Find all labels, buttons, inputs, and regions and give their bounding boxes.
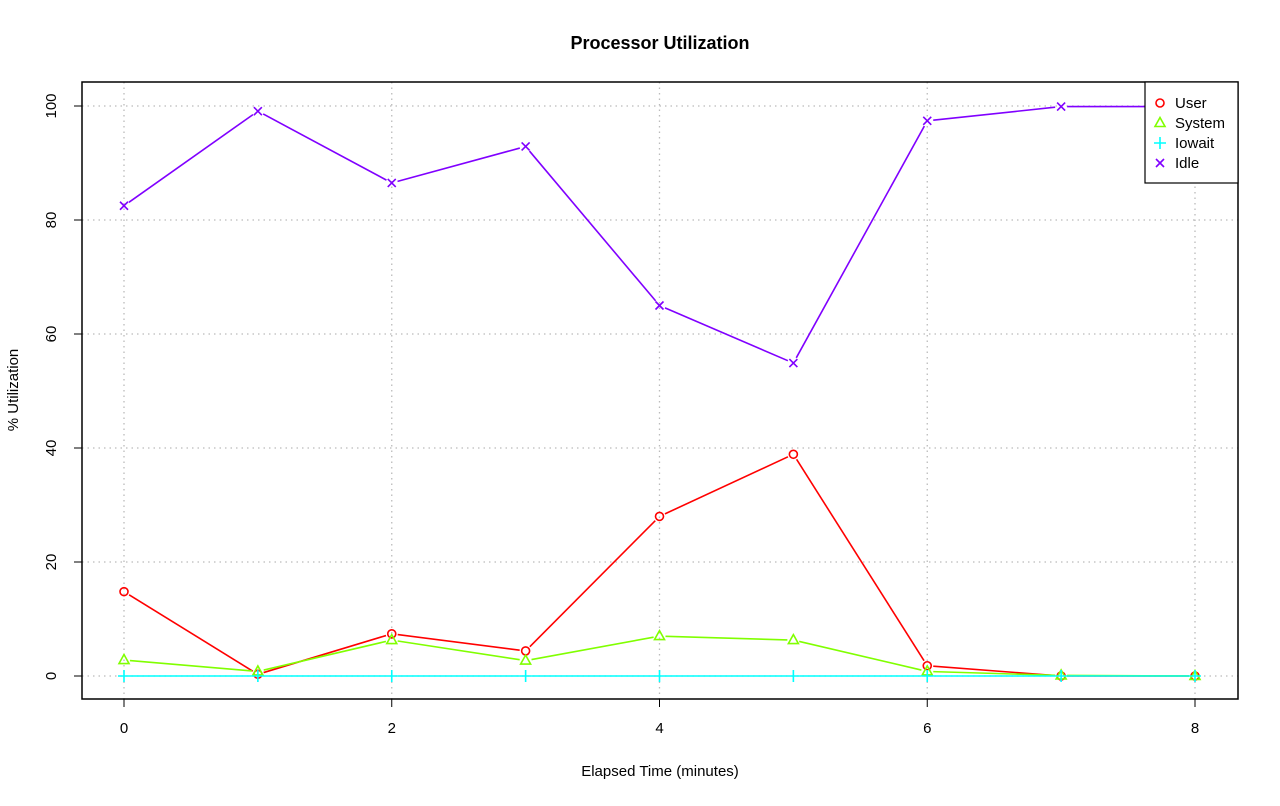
y-tick-label: 60 [43, 326, 60, 343]
data-point [787, 632, 800, 645]
data-point [921, 670, 934, 682]
data-point [117, 652, 131, 665]
data-point [385, 632, 399, 645]
series-line-segment [397, 147, 521, 183]
series-line-segment [129, 659, 252, 672]
data-point [654, 300, 665, 311]
data-point [654, 511, 665, 522]
data-point [253, 106, 263, 116]
data-point [1055, 670, 1068, 682]
series-line-segment [795, 125, 926, 359]
data-point [788, 449, 799, 460]
series-line-segment [397, 633, 520, 651]
data-point [653, 628, 666, 641]
y-tick-label: 0 [43, 672, 60, 680]
series-line-segment [262, 113, 387, 181]
plot-frame [81, 81, 1239, 700]
data-point [119, 586, 129, 597]
data-point [521, 141, 531, 152]
x-tick-label: 4 [655, 720, 663, 737]
legend-idle-icon [1155, 158, 1165, 168]
data-point [922, 660, 933, 671]
legend-system-icon [1153, 115, 1167, 128]
series-line-segment [795, 458, 925, 662]
legend: User System Iowait Idle [1144, 81, 1239, 184]
data-point [1189, 670, 1201, 682]
data-point [385, 670, 398, 682]
x-axis-label: Elapsed Time (minutes) [581, 763, 739, 780]
y-axis-label: % Utilization [5, 349, 22, 432]
y-tick-label: 80 [43, 212, 60, 229]
data-point [519, 653, 532, 665]
data-point [519, 670, 532, 682]
data-point [653, 670, 666, 682]
legend-label: Idle [1175, 155, 1199, 172]
series-line-segment [664, 456, 789, 515]
data-point [1056, 102, 1066, 112]
series-line-segment [665, 635, 788, 641]
legend-label: System [1175, 115, 1225, 132]
series-line-segment [531, 636, 654, 661]
series-line-segment [128, 113, 254, 203]
x-tick-label: 8 [1191, 720, 1199, 737]
x-tick-label: 0 [120, 720, 128, 737]
y-tick-label: 100 [43, 93, 60, 118]
x-tick-label: 6 [923, 720, 931, 737]
series-line-segment [397, 640, 520, 661]
data-point [386, 629, 397, 639]
data-point [118, 670, 130, 682]
data-point [387, 178, 397, 188]
y-tick-label: 40 [43, 440, 60, 457]
series-line-segment [933, 106, 1056, 121]
series-line-segment [799, 640, 922, 671]
series-line-segment [664, 307, 789, 362]
series-line-segment [933, 670, 1056, 677]
series-idle [119, 102, 1200, 368]
legend-user-icon [1155, 98, 1165, 108]
data-point [251, 670, 264, 682]
data-point [922, 116, 932, 126]
data-point [787, 670, 800, 682]
data-point [119, 201, 129, 211]
series-iowait [118, 670, 1201, 682]
series-line-segment [529, 520, 656, 648]
series-line-segment [263, 634, 387, 674]
x-tick-label: 2 [388, 720, 396, 737]
y-tick-label: 20 [43, 554, 60, 571]
legend-iowait-icon [1154, 137, 1166, 149]
data-point [788, 358, 798, 368]
series-line-segment [128, 594, 254, 672]
legend-label: User [1175, 95, 1207, 112]
chart-title: Processor Utilization [570, 33, 749, 53]
legend-label: Iowait [1175, 135, 1215, 152]
series-line-segment [263, 640, 387, 671]
series-line-segment [528, 150, 657, 302]
